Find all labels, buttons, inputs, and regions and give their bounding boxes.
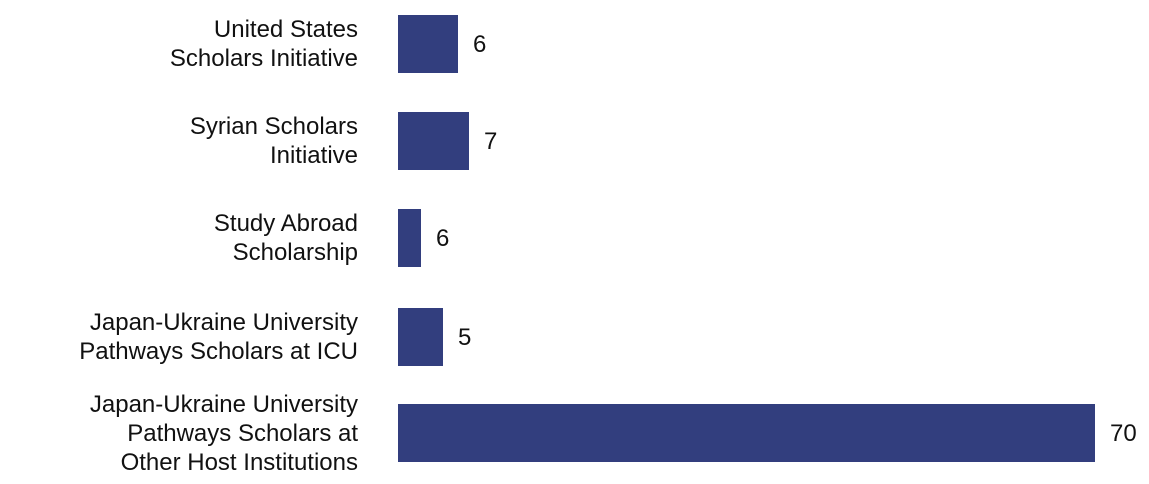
bar [398,404,1095,462]
value-label: 7 [484,127,498,155]
category-label: Japan-Ukraine University Pathways Schola… [79,309,358,365]
category-label: Study Abroad Scholarship [213,210,358,266]
bar [398,308,443,366]
value-label: 6 [473,30,487,58]
category-label: United States Scholars Initiative [169,16,358,72]
value-label: 70 [1110,419,1137,447]
category-label: Syrian Scholars Initiative [189,113,358,169]
bar [398,209,421,267]
value-label: 6 [436,224,450,252]
bar [398,15,458,73]
value-label: 5 [458,323,472,351]
bar [398,112,469,170]
category-label: Japan-Ukraine University Pathways Schola… [89,390,358,476]
